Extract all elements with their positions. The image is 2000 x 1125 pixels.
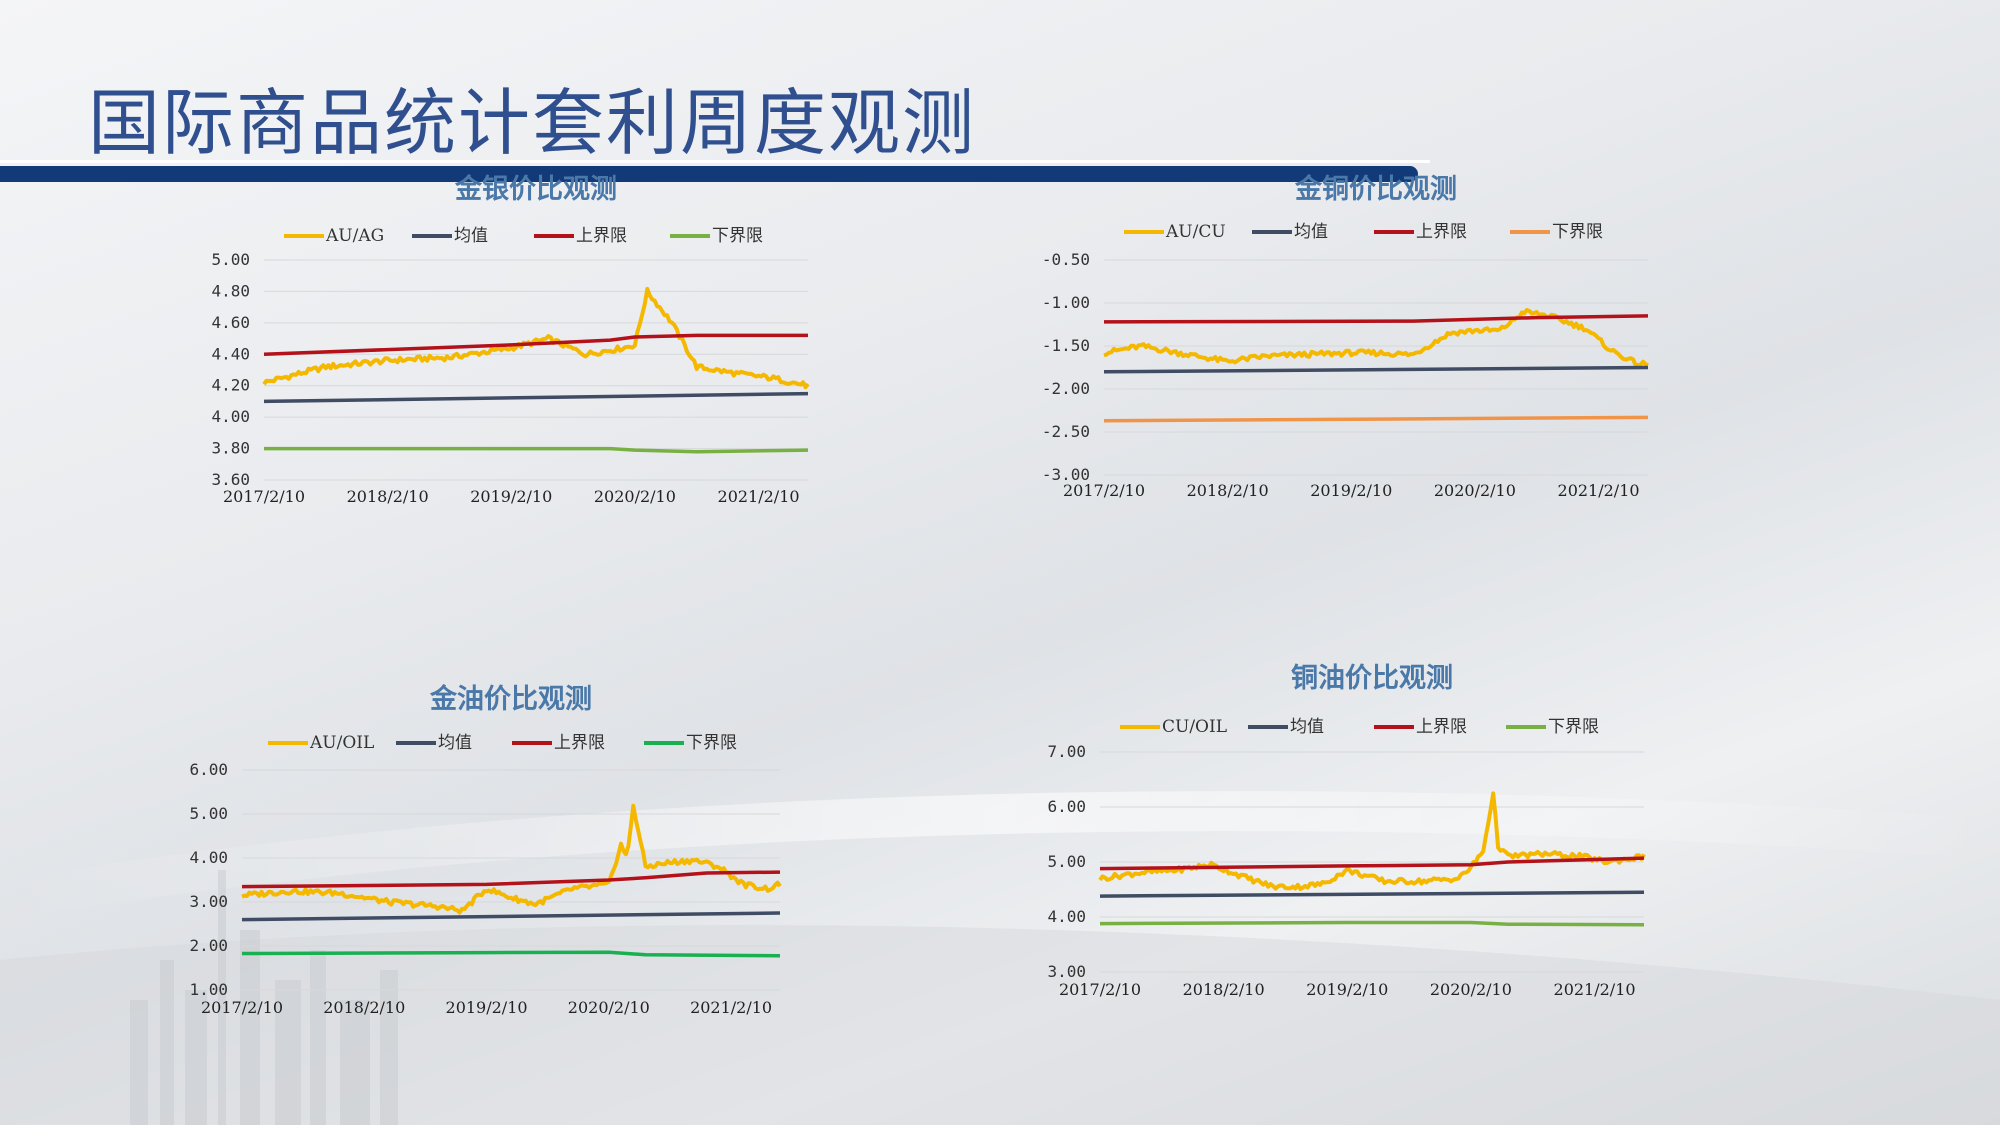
y-tick-label: 5.00	[189, 804, 228, 823]
legend-label: CU/OIL	[1162, 717, 1227, 737]
series-mean-line	[241, 911, 781, 922]
x-tick-label: 2017/2/10	[1063, 481, 1145, 500]
chart-svg: 金铜价比观测 -0.50 -1.00 -1.50 -2.00 -2.50 -3.002017…	[1042, 173, 1649, 500]
series-upper-line	[1099, 856, 1645, 871]
x-tick-label: 2020/2/10	[594, 487, 676, 506]
chart-title: 金银价比观测	[454, 173, 617, 205]
legend-label: AU/AG	[325, 226, 384, 246]
series-lower-line	[1099, 920, 1645, 927]
y-tick-label: 3.60	[211, 470, 250, 489]
title-underline-thin	[0, 160, 1430, 163]
legend-label: 均值	[438, 733, 472, 753]
chart-plot-group: 金铜价比观测 -0.50 -1.00 -1.50 -2.00 -2.50 -3.002017…	[1042, 173, 1649, 500]
chart-title: 金铜价比观测	[1294, 173, 1457, 205]
chart-svg: 金银价比观测5.004.804.604.404.204.003.803.6020…	[211, 173, 810, 506]
series-lower-line	[264, 446, 809, 454]
y-tick-label: -1.50	[1042, 336, 1090, 355]
chart-title: 金油价比观测	[429, 683, 592, 715]
series-mean-line	[263, 391, 809, 404]
series-ratio-line	[241, 803, 782, 915]
chart-au-cu: 金铜价比观测 -0.50 -1.00 -1.50 -2.00 -2.50 -3.00 2017…	[1010, 173, 1810, 610]
x-tick-label: 2017/2/10	[201, 998, 283, 1017]
chart-au-oil: 金油价比观测 6.00 5.00 4.00 3.00 2.00 1.00 2017/2/10 2…	[170, 650, 970, 1050]
legend-label: 均值	[454, 226, 488, 246]
x-tick-label: 2021/2/10	[690, 998, 772, 1017]
y-tick-label: 5.00	[211, 250, 250, 269]
series-lower-line	[241, 950, 781, 958]
y-tick-label: -3.00	[1042, 465, 1090, 484]
x-tick-label: 2017/2/10	[223, 487, 305, 506]
y-tick-label: 6.00	[1047, 797, 1086, 816]
y-tick-label: 4.80	[211, 281, 250, 300]
series-ratio-line	[262, 286, 810, 390]
series-lower-line	[1103, 415, 1649, 423]
y-tick-label: -2.00	[1042, 379, 1090, 398]
x-tick-label: 2017/2/10	[1059, 980, 1141, 999]
x-tick-label: 2020/2/10	[1434, 481, 1516, 500]
y-tick-label: 1.00	[189, 980, 228, 999]
legend-label: AU/OIL	[309, 733, 374, 753]
legend-label: 下界限	[1552, 222, 1603, 242]
x-tick-label: 2020/2/10	[1430, 980, 1512, 999]
y-tick-label: 6.00	[189, 760, 228, 779]
x-tick-label: 2019/2/10	[446, 998, 528, 1017]
x-tick-label: 2019/2/10	[1310, 481, 1392, 500]
x-tick-label: 2020/2/10	[568, 998, 650, 1017]
y-tick-label: 3.80	[211, 439, 250, 458]
chart-plot-group: 金银价比观测5.004.804.604.404.204.003.803.6020…	[211, 173, 810, 506]
x-tick-label: 2018/2/10	[1187, 481, 1269, 500]
legend-label: 下界限	[712, 226, 763, 246]
legend-label: 均值	[1294, 222, 1328, 242]
series-upper-line	[263, 333, 808, 357]
chart-cu-oil: 铜油价比观测 7.00 6.00 5.00 4.00 3.00 2017/2/10 2018/…	[1010, 650, 1810, 1050]
series-mean-line	[1103, 365, 1649, 374]
chart-title: 铜油价比观测	[1291, 663, 1453, 694]
legend-label: 上界限	[1416, 717, 1467, 737]
x-tick-label: 2018/2/10	[1183, 980, 1265, 999]
legend-label: 上界限	[576, 226, 627, 246]
x-tick-label: 2018/2/10	[323, 998, 405, 1017]
x-tick-label: 2019/2/10	[1306, 980, 1388, 999]
y-tick-label: 2.00	[189, 936, 228, 955]
series-upper-line	[1103, 314, 1649, 324]
y-tick-label: 4.00	[189, 848, 228, 867]
y-tick-label: -2.50	[1042, 422, 1090, 441]
y-tick-label: 4.00	[1047, 907, 1086, 926]
y-tick-label: 4.60	[211, 313, 250, 332]
legend-label: 上界限	[1416, 222, 1467, 242]
chart-au-ag: 金银价比观测 5.00 4.80 4.60 4.40 4.20 4.00 3.80 3.60 20…	[170, 173, 970, 620]
legend-label: 均值	[1290, 717, 1324, 737]
legend-label: AU/CU	[1165, 222, 1226, 242]
y-tick-label: 3.00	[189, 892, 228, 911]
y-tick-label: 4.00	[211, 407, 250, 426]
slide-title: 国际商品统计套利周度观测	[88, 81, 977, 165]
legend-label: 下界限	[686, 733, 737, 753]
y-tick-label: 5.00	[1047, 852, 1086, 871]
x-tick-label: 2021/2/10	[1554, 980, 1636, 999]
legend-label: 下界限	[1548, 717, 1599, 737]
series-upper-line	[241, 870, 781, 889]
y-tick-label: 7.00	[1047, 742, 1086, 761]
legend-label: 上界限	[554, 733, 605, 753]
y-tick-label: -1.00	[1042, 293, 1090, 312]
series-mean-line	[1099, 890, 1645, 898]
x-tick-label: 2018/2/10	[347, 487, 429, 506]
y-tick-label: -0.50	[1042, 250, 1090, 269]
series-ratio-line	[1098, 791, 1646, 891]
x-tick-label: 2021/2/10	[1558, 481, 1640, 500]
title-underline-bar	[0, 166, 1418, 182]
y-tick-label: 4.20	[211, 376, 250, 395]
y-tick-label: 4.40	[211, 344, 250, 363]
x-tick-label: 2019/2/10	[470, 487, 552, 506]
y-tick-label: 3.00	[1047, 962, 1086, 981]
x-tick-label: 2021/2/10	[718, 487, 800, 506]
